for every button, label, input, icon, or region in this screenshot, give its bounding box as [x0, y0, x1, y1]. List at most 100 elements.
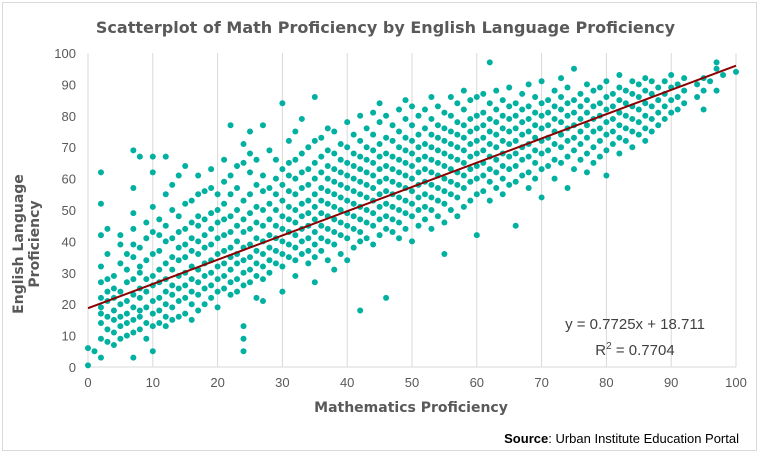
data-point	[538, 194, 545, 201]
data-point	[441, 150, 448, 157]
data-point	[363, 125, 370, 132]
data-point	[97, 232, 104, 239]
data-point	[136, 269, 143, 276]
data-point	[661, 115, 668, 122]
data-point	[525, 115, 532, 122]
data-point	[298, 185, 305, 192]
data-point	[376, 232, 383, 239]
data-point	[383, 134, 390, 141]
data-point	[421, 153, 428, 160]
data-point	[285, 188, 292, 195]
data-point	[214, 276, 221, 283]
data-point	[467, 115, 474, 122]
data-point	[577, 90, 584, 97]
data-point	[162, 238, 169, 245]
data-point	[460, 185, 467, 192]
data-point	[558, 159, 565, 166]
data-point	[635, 119, 642, 126]
source-note: Source: Urban Institute Education Portal	[504, 431, 739, 446]
data-point	[182, 282, 189, 289]
data-point	[512, 100, 519, 107]
data-point	[525, 128, 532, 135]
data-point	[441, 175, 448, 182]
data-point	[337, 181, 344, 188]
data-point	[298, 200, 305, 207]
data-point	[713, 87, 720, 94]
data-point	[486, 100, 493, 107]
data-point	[622, 112, 629, 119]
data-point	[616, 150, 623, 157]
data-point	[292, 207, 299, 213]
data-point	[454, 156, 461, 163]
data-point	[175, 244, 182, 251]
data-point	[188, 316, 195, 323]
data-point	[434, 134, 441, 141]
data-point	[272, 156, 279, 163]
data-point	[175, 228, 182, 235]
y-tick-label: 10	[62, 329, 76, 344]
data-point	[162, 313, 169, 320]
data-point	[564, 185, 571, 192]
data-point	[117, 232, 124, 239]
data-point	[130, 316, 137, 323]
data-point	[311, 93, 318, 100]
data-point	[247, 128, 253, 135]
data-point	[240, 323, 247, 330]
data-point	[720, 71, 727, 78]
data-point	[486, 166, 493, 173]
data-point	[195, 307, 202, 314]
data-point	[409, 137, 415, 144]
data-point	[707, 78, 714, 85]
data-point	[577, 128, 584, 135]
data-point	[292, 232, 299, 239]
data-point	[130, 276, 137, 283]
data-point	[188, 197, 195, 204]
data-point	[363, 207, 370, 213]
data-point	[473, 93, 480, 100]
data-point	[603, 147, 610, 154]
data-point	[285, 137, 292, 144]
data-point	[486, 197, 493, 204]
data-point	[344, 257, 351, 264]
data-point	[596, 137, 603, 144]
data-point	[447, 112, 454, 119]
data-point	[460, 134, 467, 141]
data-point	[350, 175, 357, 182]
data-point	[97, 263, 104, 270]
data-point	[143, 276, 150, 283]
data-point	[311, 191, 318, 198]
data-point	[603, 131, 610, 138]
data-point	[272, 247, 279, 254]
data-point	[350, 150, 357, 157]
data-point	[538, 78, 545, 85]
data-point	[298, 213, 305, 220]
data-point	[454, 144, 461, 151]
data-point	[298, 150, 305, 157]
data-point	[240, 141, 247, 148]
data-point	[370, 172, 377, 179]
data-point	[577, 156, 584, 163]
data-point	[247, 225, 253, 232]
data-point	[104, 250, 111, 257]
data-point	[318, 185, 325, 192]
data-point	[428, 169, 435, 176]
data-point	[253, 181, 260, 188]
data-point	[402, 210, 409, 217]
data-point	[104, 326, 111, 333]
data-point	[110, 307, 117, 314]
data-point	[208, 225, 215, 232]
data-point	[434, 122, 441, 129]
data-point	[538, 100, 545, 107]
data-point	[214, 304, 221, 311]
data-point	[97, 279, 104, 286]
data-point	[253, 219, 260, 226]
data-point	[635, 81, 642, 88]
chart-title: Scatterplot of Math Proficiency by Engli…	[95, 18, 676, 37]
data-point	[648, 90, 655, 97]
data-point	[143, 335, 150, 342]
trendline-equation: y = 0.7725x + 18.711 R2 = 0.7704	[540, 314, 730, 362]
data-point	[240, 335, 247, 342]
data-point	[208, 210, 215, 217]
data-point	[136, 313, 143, 320]
data-point	[234, 163, 241, 170]
